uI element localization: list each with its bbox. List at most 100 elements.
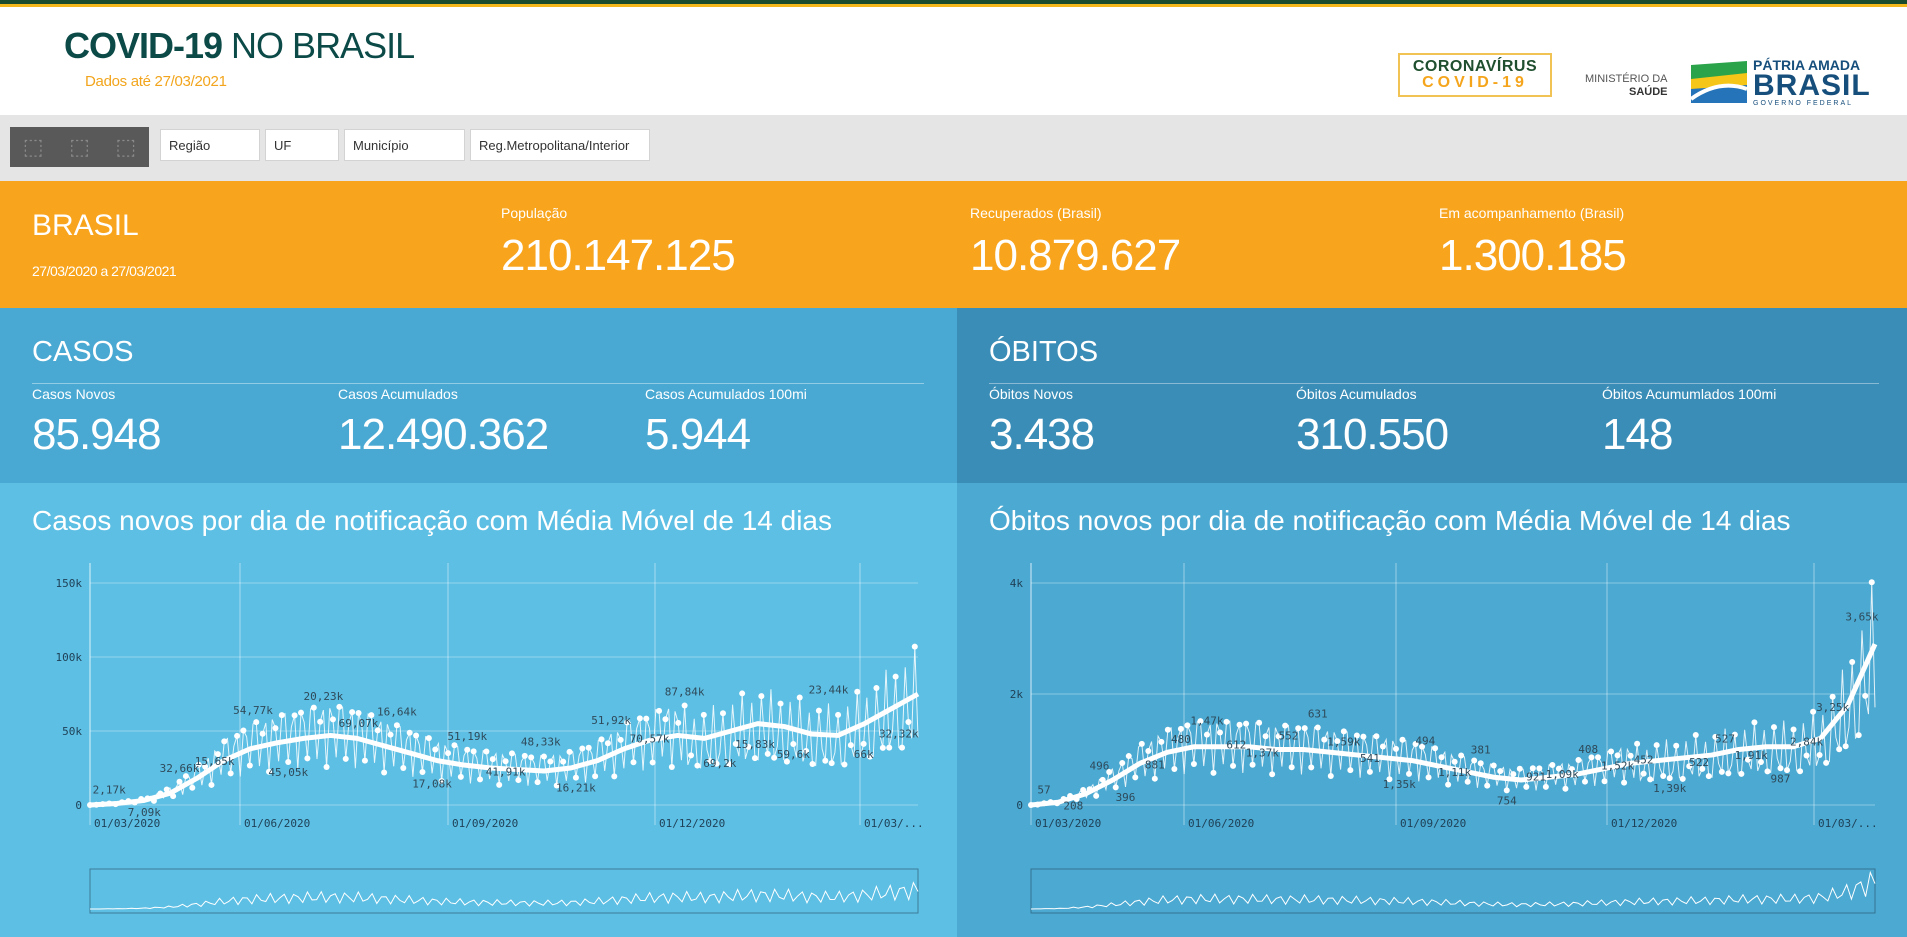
daily-values-line — [1030, 582, 1876, 806]
filter-municipio[interactable]: Município — [344, 129, 465, 161]
daily-point — [176, 778, 183, 785]
new-cases-value: 85.948 — [32, 410, 162, 459]
daily-point — [1484, 782, 1491, 789]
daily-point — [1666, 775, 1673, 782]
data-label: 408 — [1578, 743, 1598, 756]
daily-point — [675, 719, 682, 726]
daily-point — [342, 755, 349, 762]
top-accent-line-yellow — [0, 4, 1907, 7]
daily-point — [329, 716, 336, 723]
y-tick-label: 2k — [1010, 688, 1024, 701]
daily-point — [1210, 769, 1217, 776]
data-label: 32,66k — [160, 762, 200, 775]
daily-point — [1568, 766, 1575, 773]
daily-point — [323, 763, 330, 770]
step-back-icon[interactable]: ⬚ — [22, 134, 44, 159]
daily-point — [1125, 753, 1132, 760]
data-label: 48,33k — [521, 736, 561, 749]
daily-point — [1106, 769, 1113, 776]
filter-toolbar: ⬚ ⬚ ⬚ Região UF Município Reg.Metropolit… — [0, 115, 1907, 181]
daily-point — [1731, 731, 1738, 738]
daily-point — [202, 763, 209, 770]
daily-point — [713, 760, 720, 767]
deaths-per-100mi-label: Óbitos Acumumlados 100mi — [1602, 386, 1777, 402]
daily-point — [1770, 724, 1777, 731]
daily-point — [1419, 743, 1426, 750]
daily-point — [1158, 738, 1165, 745]
data-label: 480 — [1171, 733, 1191, 746]
daily-point — [1197, 718, 1204, 725]
top-accent-line — [0, 0, 1907, 6]
cases-per-100mi-label: Casos Acumulados 100mi — [645, 386, 807, 402]
daily-point — [310, 704, 317, 711]
daily-point — [1699, 765, 1706, 772]
daily-point — [854, 688, 861, 695]
cases-chart[interactable]: 0 50k 100k 150k 01/03/2020 01/06/2020 01/09/20… — [0, 483, 957, 937]
data-label: 921 — [1526, 770, 1546, 783]
daily-point — [1503, 787, 1510, 794]
daily-point — [477, 776, 484, 783]
data-label: 552 — [1278, 729, 1298, 742]
daily-point — [1490, 762, 1497, 769]
data-label: 631 — [1308, 707, 1328, 720]
daily-point — [253, 719, 260, 726]
filter-uf[interactable]: UF — [265, 129, 339, 161]
daily-point — [835, 711, 842, 718]
daily-point — [547, 758, 554, 765]
daily-point — [886, 744, 893, 751]
daily-point — [515, 777, 522, 784]
daily-point — [1288, 764, 1295, 771]
daily-point — [841, 761, 848, 768]
patria-amada-brasil-logo: PÁTRIA AMADA BRASIL GOVERNO FEDERAL — [1753, 57, 1871, 107]
daily-point — [1223, 718, 1230, 725]
deaths-chart[interactable]: 0 2k 4k 01/03/2020 01/06/2020 01/09/2020 01/12… — [957, 483, 1907, 937]
daily-point — [317, 718, 324, 725]
daily-point — [1673, 742, 1680, 749]
daily-point — [1751, 719, 1758, 726]
daily-point — [777, 700, 784, 707]
daily-point — [1399, 736, 1406, 743]
filter-regiao[interactable]: Região — [160, 129, 260, 161]
daily-point — [662, 716, 669, 723]
daily-point — [1542, 783, 1549, 790]
clear-selections-icon[interactable]: ⬚ — [115, 134, 137, 159]
daily-point — [604, 740, 611, 747]
data-label: 527 — [1715, 733, 1735, 746]
daily-point — [681, 702, 688, 709]
daily-point — [1249, 761, 1256, 768]
data-label: 20,23k — [303, 690, 343, 703]
daily-point — [1634, 740, 1641, 747]
daily-point — [451, 742, 458, 749]
data-label: 32,32k — [879, 728, 919, 741]
daily-point — [1836, 746, 1843, 753]
cases-chart-title: Casos novos por dia de notificação com M… — [32, 505, 832, 536]
data-label: 17,08k — [412, 777, 452, 790]
data-label: 16,21k — [556, 782, 596, 795]
step-forward-icon[interactable]: ⬚ — [69, 134, 90, 159]
data-label: 1,91k — [1735, 749, 1768, 762]
daily-point — [1412, 741, 1419, 748]
daily-point — [419, 769, 426, 776]
data-label: 69,2k — [703, 757, 736, 770]
daily-point — [1784, 767, 1791, 774]
daily-point — [1236, 721, 1243, 728]
daily-point — [208, 781, 215, 788]
daily-point — [1810, 708, 1817, 715]
accumulated-deaths-label: Óbitos Acumulados — [1296, 386, 1417, 402]
daily-point — [1217, 729, 1224, 736]
daily-point — [1093, 792, 1100, 799]
daily-point — [189, 784, 196, 791]
y-tick-label: 0 — [1016, 799, 1023, 812]
daily-point — [630, 759, 637, 766]
daily-point — [1516, 765, 1523, 772]
daily-point — [413, 732, 420, 739]
daily-point — [726, 761, 733, 768]
filter-reg-metropolitana[interactable]: Reg.Metropolitana/Interior — [470, 129, 650, 161]
daily-point — [1386, 776, 1393, 783]
daily-point — [259, 730, 266, 737]
daily-point — [1790, 726, 1797, 733]
daily-point — [1849, 658, 1856, 665]
daily-point — [1562, 785, 1569, 792]
daily-point — [1171, 766, 1178, 773]
data-label: 69,07k — [339, 717, 379, 730]
